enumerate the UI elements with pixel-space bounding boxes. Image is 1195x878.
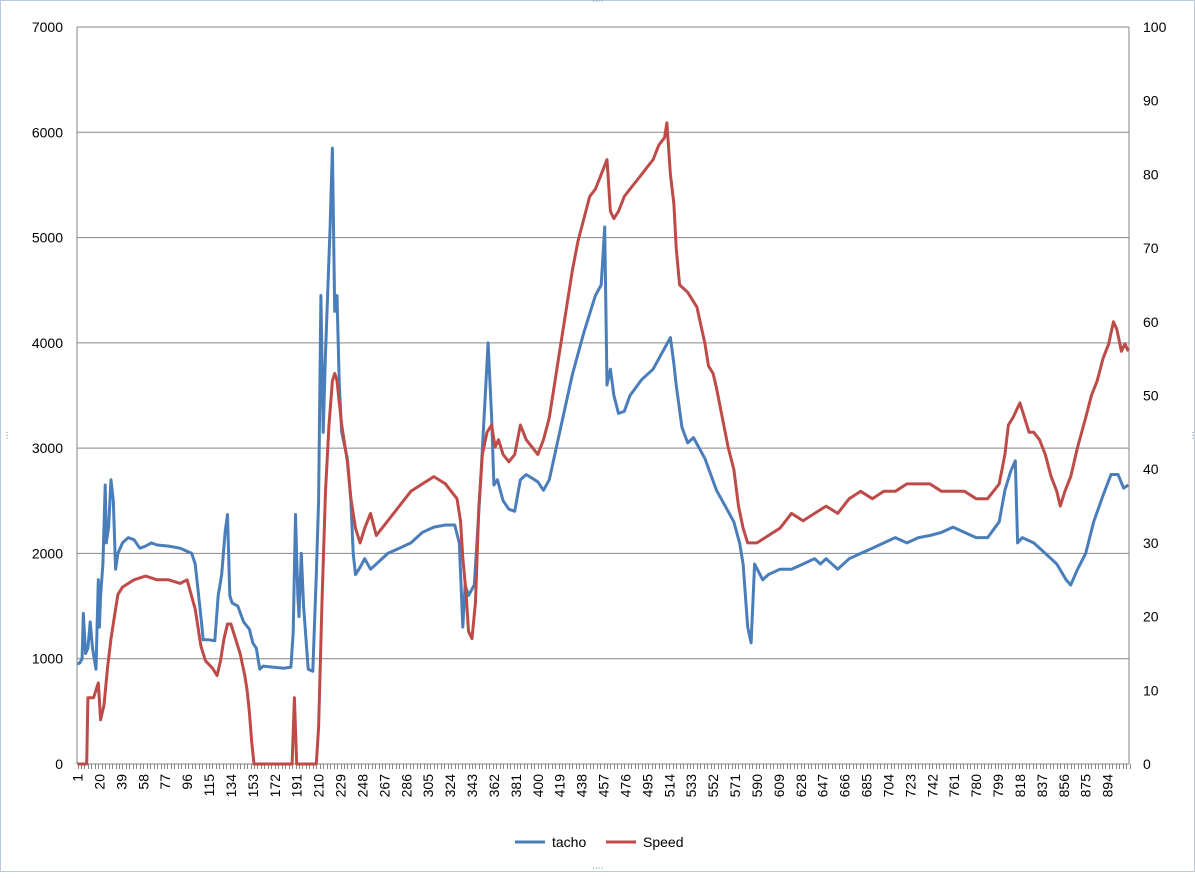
x-tick-label: 77 xyxy=(157,774,173,790)
x-tick-label: 571 xyxy=(727,774,743,798)
x-tick-label: 419 xyxy=(552,774,568,798)
resize-handle-top[interactable]: ···· xyxy=(592,0,604,7)
x-tick-label: 210 xyxy=(311,774,327,798)
y-right-tick-label: 80 xyxy=(1143,166,1159,182)
resize-handle-right[interactable]: ··· xyxy=(1187,431,1195,440)
x-tick-label: 495 xyxy=(639,774,655,798)
x-tick-label: 229 xyxy=(333,774,349,798)
gridlines xyxy=(77,26,1129,660)
x-tick-label: 742 xyxy=(924,774,940,798)
y-right-tick-label: 90 xyxy=(1143,93,1159,109)
y-left-tick-label: 4000 xyxy=(32,335,63,351)
x-tick-label: 856 xyxy=(1056,774,1072,798)
x-tick-label: 438 xyxy=(574,774,590,798)
x-tick-label: 58 xyxy=(135,774,151,790)
x-axis-tick-marks xyxy=(78,764,1131,769)
x-tick-label: 400 xyxy=(530,774,546,798)
series-line-speed[interactable] xyxy=(77,121,1130,766)
x-tick-label: 799 xyxy=(990,774,1006,798)
x-tick-label: 134 xyxy=(223,774,239,798)
y-left-tick-label: 5000 xyxy=(32,230,63,246)
x-tick-label: 267 xyxy=(376,774,392,798)
x-tick-label: 115 xyxy=(201,774,217,797)
x-tick-label: 818 xyxy=(1012,774,1028,798)
resize-handle-left[interactable]: ··· xyxy=(1,431,11,440)
x-tick-label: 20 xyxy=(91,774,107,790)
x-tick-label: 514 xyxy=(661,774,677,798)
x-tick-label: 381 xyxy=(508,774,524,798)
axes: 0 1000 2000 3000 4000 5000 6000 7000 0 10 20 30 40 50… xyxy=(32,19,1167,797)
x-tick-label: 894 xyxy=(1100,774,1116,798)
x-tick-label: 666 xyxy=(837,774,853,798)
x-tick-label: 39 xyxy=(113,774,129,790)
y-right-tick-label: 30 xyxy=(1143,535,1159,551)
series-line-tacho[interactable] xyxy=(76,146,1130,673)
x-tick-label: 723 xyxy=(902,774,918,798)
x-tick-label: 172 xyxy=(267,774,283,798)
y-right-tick-label: 40 xyxy=(1143,461,1159,477)
y-left-tick-label: 1000 xyxy=(32,651,63,667)
y-left-tick-label: 7000 xyxy=(32,19,63,35)
y-right-tick-label: 10 xyxy=(1143,682,1159,698)
x-tick-label: 647 xyxy=(815,774,831,798)
y-right-tick-label: 100 xyxy=(1143,19,1167,35)
x-tick-label: 96 xyxy=(179,774,195,790)
y-left-tick-label: 6000 xyxy=(32,124,63,140)
x-tick-label: 476 xyxy=(617,774,633,798)
resize-handle-bottom[interactable]: ···· xyxy=(592,864,604,874)
x-tick-label: 457 xyxy=(596,774,612,798)
x-tick-label: 590 xyxy=(749,774,765,798)
x-tick-label: 875 xyxy=(1078,774,1094,798)
y-left-tick-label: 0 xyxy=(55,756,63,772)
y-right-tick-label: 70 xyxy=(1143,240,1159,256)
y-right-tick-label: 50 xyxy=(1143,388,1159,404)
y-left-tick-label: 3000 xyxy=(32,440,63,456)
x-tick-label: 191 xyxy=(289,774,305,798)
y-right-tick-label: 0 xyxy=(1143,756,1151,772)
y-right-tick-label: 20 xyxy=(1143,609,1159,625)
y-right-tick-label: 60 xyxy=(1143,314,1159,330)
x-tick-label: 343 xyxy=(464,774,480,798)
legend-label-speed: Speed xyxy=(643,834,683,850)
x-tick-label: 533 xyxy=(683,774,699,798)
x-tick-label: 609 xyxy=(771,774,787,798)
x-tick-label: 305 xyxy=(420,774,436,798)
x-tick-label: 780 xyxy=(968,774,984,798)
x-tick-label: 761 xyxy=(946,774,962,798)
x-tick-label: 837 xyxy=(1034,774,1050,798)
x-tick-label: 248 xyxy=(354,774,370,798)
legend-label-tacho: tacho xyxy=(552,834,586,850)
x-tick-label: 552 xyxy=(705,774,721,798)
x-tick-label: 704 xyxy=(880,774,896,798)
x-tick-label: 685 xyxy=(859,774,875,798)
series xyxy=(76,121,1130,766)
y-left-tick-label: 2000 xyxy=(32,545,63,561)
x-tick-label: 362 xyxy=(486,774,502,798)
x-tick-label: 286 xyxy=(398,774,414,798)
x-tick-label: 1 xyxy=(70,774,86,782)
legend: tacho Speed xyxy=(515,834,683,850)
x-tick-label: 628 xyxy=(793,774,809,798)
x-tick-label: 153 xyxy=(245,774,261,798)
x-tick-label: 324 xyxy=(442,774,458,798)
